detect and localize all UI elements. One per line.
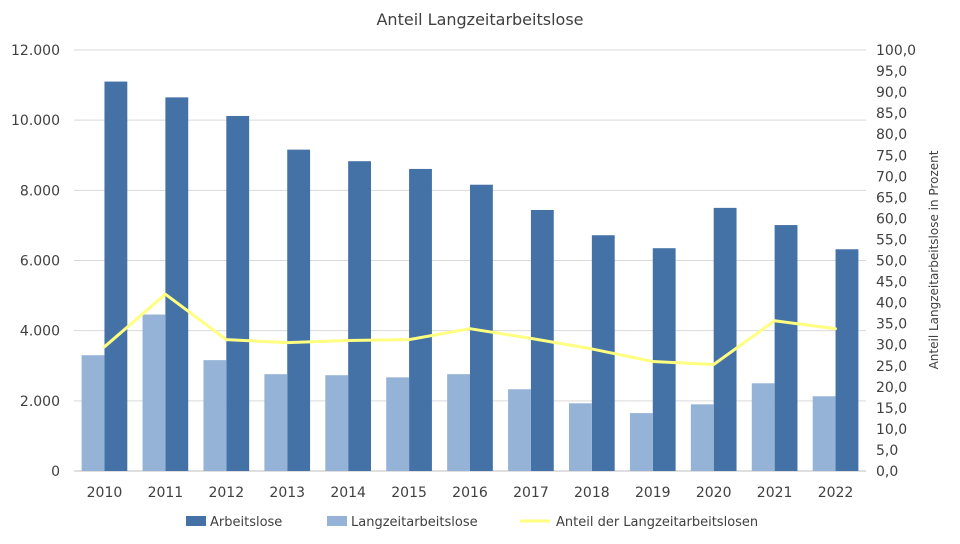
right-tick-label: 25,0 xyxy=(876,359,907,375)
left-axis-ticks: 0 2.000 4.000 6.000 8.000 10.000 12.000 xyxy=(11,43,60,480)
x-tick-label: 2016 xyxy=(452,485,488,501)
bar-langzeitarbeitslose-2010 xyxy=(81,355,105,471)
bar-langzeitarbeitslose-2019 xyxy=(629,413,653,471)
right-tick-label: 90,0 xyxy=(876,85,907,101)
x-tick-label: 2018 xyxy=(574,485,610,501)
bar-arbeitslose-2010 xyxy=(104,81,128,471)
legend-label: Anteil der Langzeitarbeitslosen xyxy=(556,515,758,530)
right-tick-label: 15,0 xyxy=(876,401,907,417)
left-tick-label: 2.000 xyxy=(20,394,60,410)
legend: Arbeitslose Langzeitarbeitslose Anteil der… xyxy=(186,515,758,530)
right-tick-label: 50,0 xyxy=(876,254,907,270)
bar-arbeitslose-2014 xyxy=(348,161,371,471)
right-tick-label: 100,0 xyxy=(876,43,916,59)
x-tick-label: 2020 xyxy=(696,485,732,501)
line-anteil xyxy=(102,292,838,366)
bar-langzeitarbeitslose-2018 xyxy=(569,403,592,471)
legend-item: Anteil der Langzeitarbeitslosen xyxy=(520,515,758,530)
legend-item: Langzeitarbeitslose xyxy=(327,515,478,530)
bar-langzeitarbeitslose-2011 xyxy=(142,314,166,471)
right-tick-label: 70,0 xyxy=(876,169,907,185)
right-tick-label: 55,0 xyxy=(876,232,907,248)
left-tick-label: 4.000 xyxy=(20,324,60,340)
x-tick-label: 2022 xyxy=(818,485,854,501)
line-series xyxy=(102,292,838,366)
bar-arbeitslose-2018 xyxy=(591,235,615,471)
bar-arbeitslose-2022 xyxy=(835,249,859,471)
right-tick-label: 75,0 xyxy=(876,148,907,164)
x-tick-label: 2010 xyxy=(87,485,123,501)
bar-arbeitslose-2013 xyxy=(287,149,311,472)
legend-label: Langzeitarbeitslose xyxy=(351,515,478,530)
right-tick-label: 20,0 xyxy=(876,380,907,396)
left-tick-label: 10.000 xyxy=(11,113,60,129)
left-tick-label: 12.000 xyxy=(11,43,60,59)
x-tick-label: 2021 xyxy=(757,485,793,501)
legend-swatch xyxy=(327,516,347,526)
x-tick-label: 2019 xyxy=(635,485,671,501)
bar-arbeitslose-2020 xyxy=(713,207,737,471)
legend-label: Arbeitslose xyxy=(210,515,282,530)
bar-arbeitslose-2016 xyxy=(470,184,493,471)
bar-arbeitslose-2019 xyxy=(652,248,676,471)
bar-langzeitarbeitslose-2022 xyxy=(812,396,836,471)
right-tick-label: 80,0 xyxy=(876,127,907,143)
bar-langzeitarbeitslose-2013 xyxy=(264,374,288,471)
bar-arbeitslose-2011 xyxy=(165,97,189,472)
right-tick-label: 85,0 xyxy=(876,106,907,122)
right-tick-label: 95,0 xyxy=(876,64,907,80)
right-tick-label: 65,0 xyxy=(876,190,907,206)
right-tick-label: 35,0 xyxy=(876,317,907,333)
right-axis-title: Anteil Langzeitarbeitslose in Prozent xyxy=(927,150,941,369)
bar-arbeitslose-2021 xyxy=(774,225,798,471)
bar-langzeitarbeitslose-2014 xyxy=(325,375,349,471)
x-tick-label: 2017 xyxy=(513,485,549,501)
bar-arbeitslose-2012 xyxy=(226,115,250,471)
bars xyxy=(81,81,859,472)
right-tick-label: 0,0 xyxy=(876,464,898,480)
right-tick-label: 30,0 xyxy=(876,338,907,354)
x-tick-label: 2014 xyxy=(330,485,366,501)
right-tick-label: 40,0 xyxy=(876,296,907,312)
right-tick-label: 10,0 xyxy=(876,422,907,438)
bar-langzeitarbeitslose-2021 xyxy=(751,383,775,471)
x-tick-label: 2011 xyxy=(148,485,184,501)
right-tick-label: 5,0 xyxy=(876,443,898,459)
right-tick-label: 45,0 xyxy=(876,275,907,291)
x-tick-label: 2015 xyxy=(391,485,427,501)
bar-langzeitarbeitslose-2016 xyxy=(447,374,470,471)
right-tick-label: 60,0 xyxy=(876,211,907,227)
legend-swatch xyxy=(186,516,206,526)
x-tick-label: 2012 xyxy=(208,485,244,501)
bar-langzeitarbeitslose-2015 xyxy=(386,377,410,471)
left-tick-label: 8.000 xyxy=(20,183,60,199)
bar-arbeitslose-2015 xyxy=(409,168,432,471)
bar-langzeitarbeitslose-2017 xyxy=(508,389,531,471)
chart-title: Anteil Langzeitarbeitslose xyxy=(376,10,583,29)
bar-langzeitarbeitslose-2012 xyxy=(203,360,227,471)
left-tick-label: 6.000 xyxy=(20,254,60,270)
right-axis-ticks: 0,0 5,0 10,0 15,0 20,0 25,0 30,0 35,0 40,0 45,0 50… xyxy=(876,43,916,480)
x-axis-ticks: 2010 2011 2012 2013 2014 2015 2016 2017 2018 2019… xyxy=(87,485,854,501)
left-tick-label: 0 xyxy=(51,464,60,480)
x-tick-label: 2013 xyxy=(269,485,305,501)
legend-item: Arbeitslose xyxy=(186,515,282,530)
bar-langzeitarbeitslose-2020 xyxy=(690,404,714,471)
